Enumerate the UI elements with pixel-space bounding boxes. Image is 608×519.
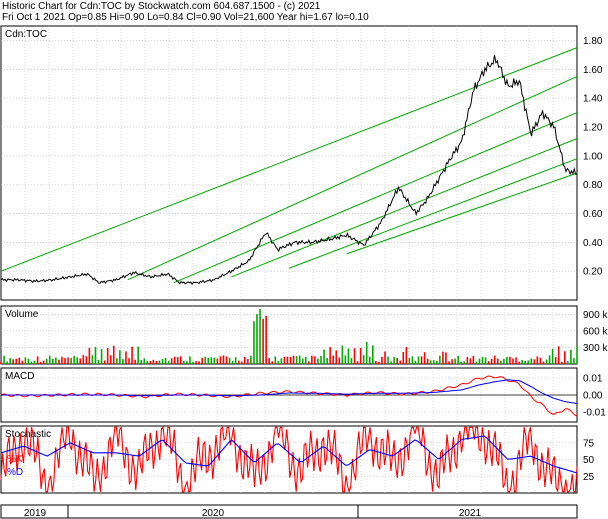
chart-header-line2: Fri Oct 1 2021 Op=0.85 Hi=0.90 Lo=0.84 C… <box>2 12 369 23</box>
price-tick-label: 1.80 <box>583 36 603 47</box>
price-panel: 0.20 0.40 0.60 0.80 1.00 1.20 1.40 1.60 1.80 Cdn:… <box>0 25 603 301</box>
x-axis: 2019 2020 2021 <box>0 504 578 519</box>
price-tick-label: 0.20 <box>583 267 603 278</box>
macd-tick-label: 0.00 <box>583 391 603 402</box>
x-axis-year-label: 2020 <box>202 508 225 519</box>
price-tick-label: 1.20 <box>583 122 603 133</box>
price-tick-label: 1.60 <box>583 65 603 76</box>
trend-line <box>173 112 578 284</box>
volume-tick-label: 600 k <box>583 326 608 337</box>
macd-signal-line <box>1 379 578 404</box>
stoch-legend-d: %D <box>7 467 23 478</box>
stoch-tick-label: 50 <box>583 455 595 466</box>
trend-line <box>127 76 578 281</box>
chart-header-line1: Historic Chart for Cdn:TOC by Stockwatch… <box>2 1 321 12</box>
x-axis-year-label: 2019 <box>24 508 47 519</box>
trend-line <box>288 158 578 269</box>
trend-line <box>231 138 578 278</box>
stoch-legend-k: %K <box>7 454 23 465</box>
price-label: Cdn:TOC <box>5 29 47 40</box>
stoch-label: Stochastic <box>5 429 51 440</box>
volume-panel: 300 k 600 k 900 k Volume <box>0 305 608 365</box>
stoch-tick-label: 75 <box>583 438 595 449</box>
price-line <box>0 54 578 286</box>
x-axis-frame <box>0 504 578 519</box>
volume-label: Volume <box>5 309 39 320</box>
volume-tick-label: 900 k <box>583 310 608 321</box>
volume-tick-label: 300 k <box>583 343 608 354</box>
macd-line <box>0 375 578 417</box>
macd-tick-label: -0.01 <box>583 407 606 418</box>
price-tick-label: 0.40 <box>583 238 603 249</box>
price-tick-label: 0.80 <box>583 180 603 191</box>
macd-panel: 0.01 0.00 -0.01 MACD <box>0 367 606 423</box>
macd-label: MACD <box>5 371 34 382</box>
stochastic-panel: 25 50 75 Stochastic %K %D <box>0 425 595 494</box>
x-axis-year-label: 2021 <box>459 508 482 519</box>
price-tick-label: 1.40 <box>583 94 603 105</box>
volume-frame <box>0 305 578 365</box>
stoch-k-line <box>0 425 578 494</box>
stoch-tick-label: 25 <box>583 472 595 483</box>
price-tick-label: 0.60 <box>583 209 603 220</box>
macd-tick-label: 0.01 <box>583 374 603 385</box>
stoch-d-line <box>0 435 578 474</box>
trend-line <box>346 172 578 255</box>
price-tick-label: 1.00 <box>583 151 603 162</box>
trend-line <box>0 47 578 272</box>
